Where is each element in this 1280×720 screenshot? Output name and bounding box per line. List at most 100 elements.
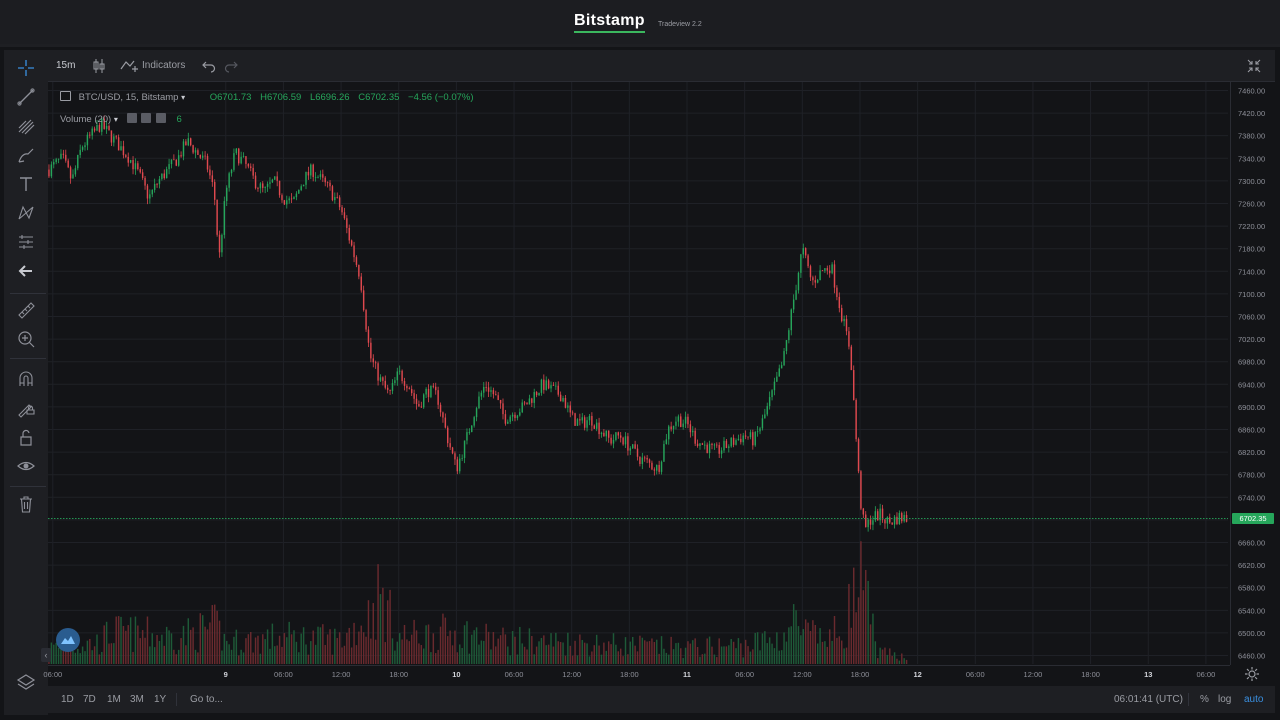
scroll-left-icon[interactable]: ‹ bbox=[41, 648, 51, 662]
unlock-icon[interactable] bbox=[16, 427, 36, 447]
volume-bar bbox=[838, 636, 841, 664]
indicator-settings-icon[interactable] bbox=[126, 113, 137, 123]
volume-bar bbox=[862, 590, 865, 664]
candle-body bbox=[694, 430, 696, 444]
range-1m[interactable]: 1M bbox=[107, 694, 121, 705]
layers-icon[interactable] bbox=[16, 672, 36, 692]
candle-body bbox=[425, 388, 427, 395]
price-tick-label: 6460.00 bbox=[1238, 652, 1265, 661]
indicators-button[interactable]: Indicators bbox=[142, 60, 186, 71]
candle-body bbox=[67, 160, 69, 168]
candle-body bbox=[300, 186, 302, 190]
volume-bar bbox=[60, 646, 62, 664]
candle-body bbox=[874, 511, 877, 521]
indicators-icon[interactable] bbox=[120, 58, 140, 77]
volume-bar bbox=[898, 660, 901, 664]
volume-bar bbox=[89, 638, 91, 664]
candle-body bbox=[201, 155, 204, 158]
ruler-icon[interactable] bbox=[16, 300, 36, 320]
candle-body bbox=[896, 516, 898, 525]
volume-bar bbox=[386, 600, 389, 664]
collapse-legend-icon[interactable] bbox=[60, 91, 71, 101]
crosshair-icon[interactable] bbox=[16, 58, 36, 78]
settings-gear-icon[interactable] bbox=[1244, 666, 1260, 687]
candle-body bbox=[656, 464, 658, 471]
candle-body bbox=[663, 444, 665, 462]
indicator-visibility-icon[interactable] bbox=[141, 113, 152, 123]
indicator-remove-icon[interactable] bbox=[155, 113, 166, 123]
volume-bar bbox=[293, 630, 295, 664]
lock-drawing-icon[interactable] bbox=[16, 398, 36, 418]
candle-body bbox=[718, 445, 720, 454]
text-tool-icon[interactable] bbox=[16, 174, 36, 194]
volume-bar bbox=[334, 628, 336, 664]
toolbar-divider bbox=[10, 486, 46, 487]
volume-bar bbox=[737, 638, 740, 664]
eye-icon[interactable] bbox=[16, 456, 36, 476]
candle-body bbox=[290, 198, 293, 200]
volume-bar bbox=[384, 642, 387, 664]
bottom-divider bbox=[1188, 693, 1189, 706]
brush-icon[interactable] bbox=[16, 145, 36, 165]
volume-bar bbox=[651, 638, 653, 664]
fullscreen-icon[interactable] bbox=[1246, 58, 1262, 79]
candle-body bbox=[189, 138, 192, 146]
candle-body bbox=[600, 432, 603, 435]
goto-button[interactable]: Go to... bbox=[190, 694, 223, 705]
back-arrow-icon[interactable] bbox=[16, 261, 36, 281]
range-1y[interactable]: 1Y bbox=[154, 694, 167, 705]
time-tick-label: 18:00 bbox=[1081, 670, 1100, 679]
volume-bar bbox=[677, 642, 680, 664]
range-3m[interactable]: 3M bbox=[130, 694, 144, 705]
candle-body bbox=[175, 159, 178, 166]
prediction-tool-icon[interactable] bbox=[16, 232, 36, 252]
candle-body bbox=[730, 437, 732, 447]
time-tick-label: 06:00 bbox=[505, 670, 524, 679]
redo-icon[interactable] bbox=[224, 59, 238, 77]
percent-toggle[interactable]: % bbox=[1200, 694, 1209, 705]
candle-body bbox=[264, 186, 266, 188]
volume-bar bbox=[74, 652, 77, 664]
chart-grid bbox=[48, 82, 1228, 664]
volume-bar bbox=[211, 605, 214, 664]
utc-clock[interactable]: 06:01:41 (UTC) bbox=[1114, 694, 1183, 705]
range-1d[interactable]: 1D bbox=[61, 694, 74, 705]
candle-body bbox=[845, 318, 848, 332]
magnet-icon[interactable] bbox=[16, 369, 36, 389]
volume-bar bbox=[516, 654, 519, 664]
symbol-name[interactable]: BTC/USD, 15, Bitstamp bbox=[78, 92, 179, 103]
price-scale[interactable] bbox=[1230, 82, 1276, 665]
price-tick-label: 6980.00 bbox=[1238, 358, 1265, 367]
volume-bar bbox=[716, 657, 718, 664]
range-7d[interactable]: 7D bbox=[83, 694, 96, 705]
volume-indicator-name[interactable]: Volume (20) bbox=[60, 114, 112, 125]
volume-bar bbox=[449, 630, 451, 664]
candle-body bbox=[197, 150, 199, 155]
interval-selector[interactable]: 15m bbox=[56, 60, 76, 71]
candle-body bbox=[105, 125, 108, 129]
candle-body bbox=[415, 398, 418, 405]
chevron-down-icon[interactable]: ▾ bbox=[181, 93, 186, 102]
candle-body bbox=[744, 435, 747, 437]
tradeview-watermark-icon[interactable] bbox=[56, 628, 80, 652]
undo-icon[interactable] bbox=[202, 59, 216, 77]
trend-line-icon[interactable] bbox=[16, 87, 36, 107]
brand-logo[interactable]: Bitstamp bbox=[574, 12, 645, 33]
candle-body bbox=[838, 296, 841, 309]
time-scale[interactable] bbox=[48, 665, 1230, 686]
volume-bar bbox=[228, 644, 230, 664]
log-toggle[interactable]: log bbox=[1218, 694, 1232, 705]
candle-body bbox=[708, 443, 711, 454]
zoom-in-icon[interactable] bbox=[16, 329, 36, 349]
trash-icon[interactable] bbox=[16, 494, 36, 514]
fib-tool-icon[interactable] bbox=[16, 116, 36, 136]
candle-body bbox=[809, 266, 812, 278]
chevron-down-icon[interactable]: ▾ bbox=[113, 115, 118, 124]
candle-style-icon[interactable] bbox=[92, 58, 106, 79]
candle-body bbox=[132, 160, 134, 170]
auto-toggle[interactable]: auto bbox=[1244, 694, 1264, 705]
candle-body bbox=[259, 183, 262, 189]
volume-bar bbox=[881, 649, 884, 664]
pattern-tool-icon[interactable] bbox=[16, 203, 36, 223]
